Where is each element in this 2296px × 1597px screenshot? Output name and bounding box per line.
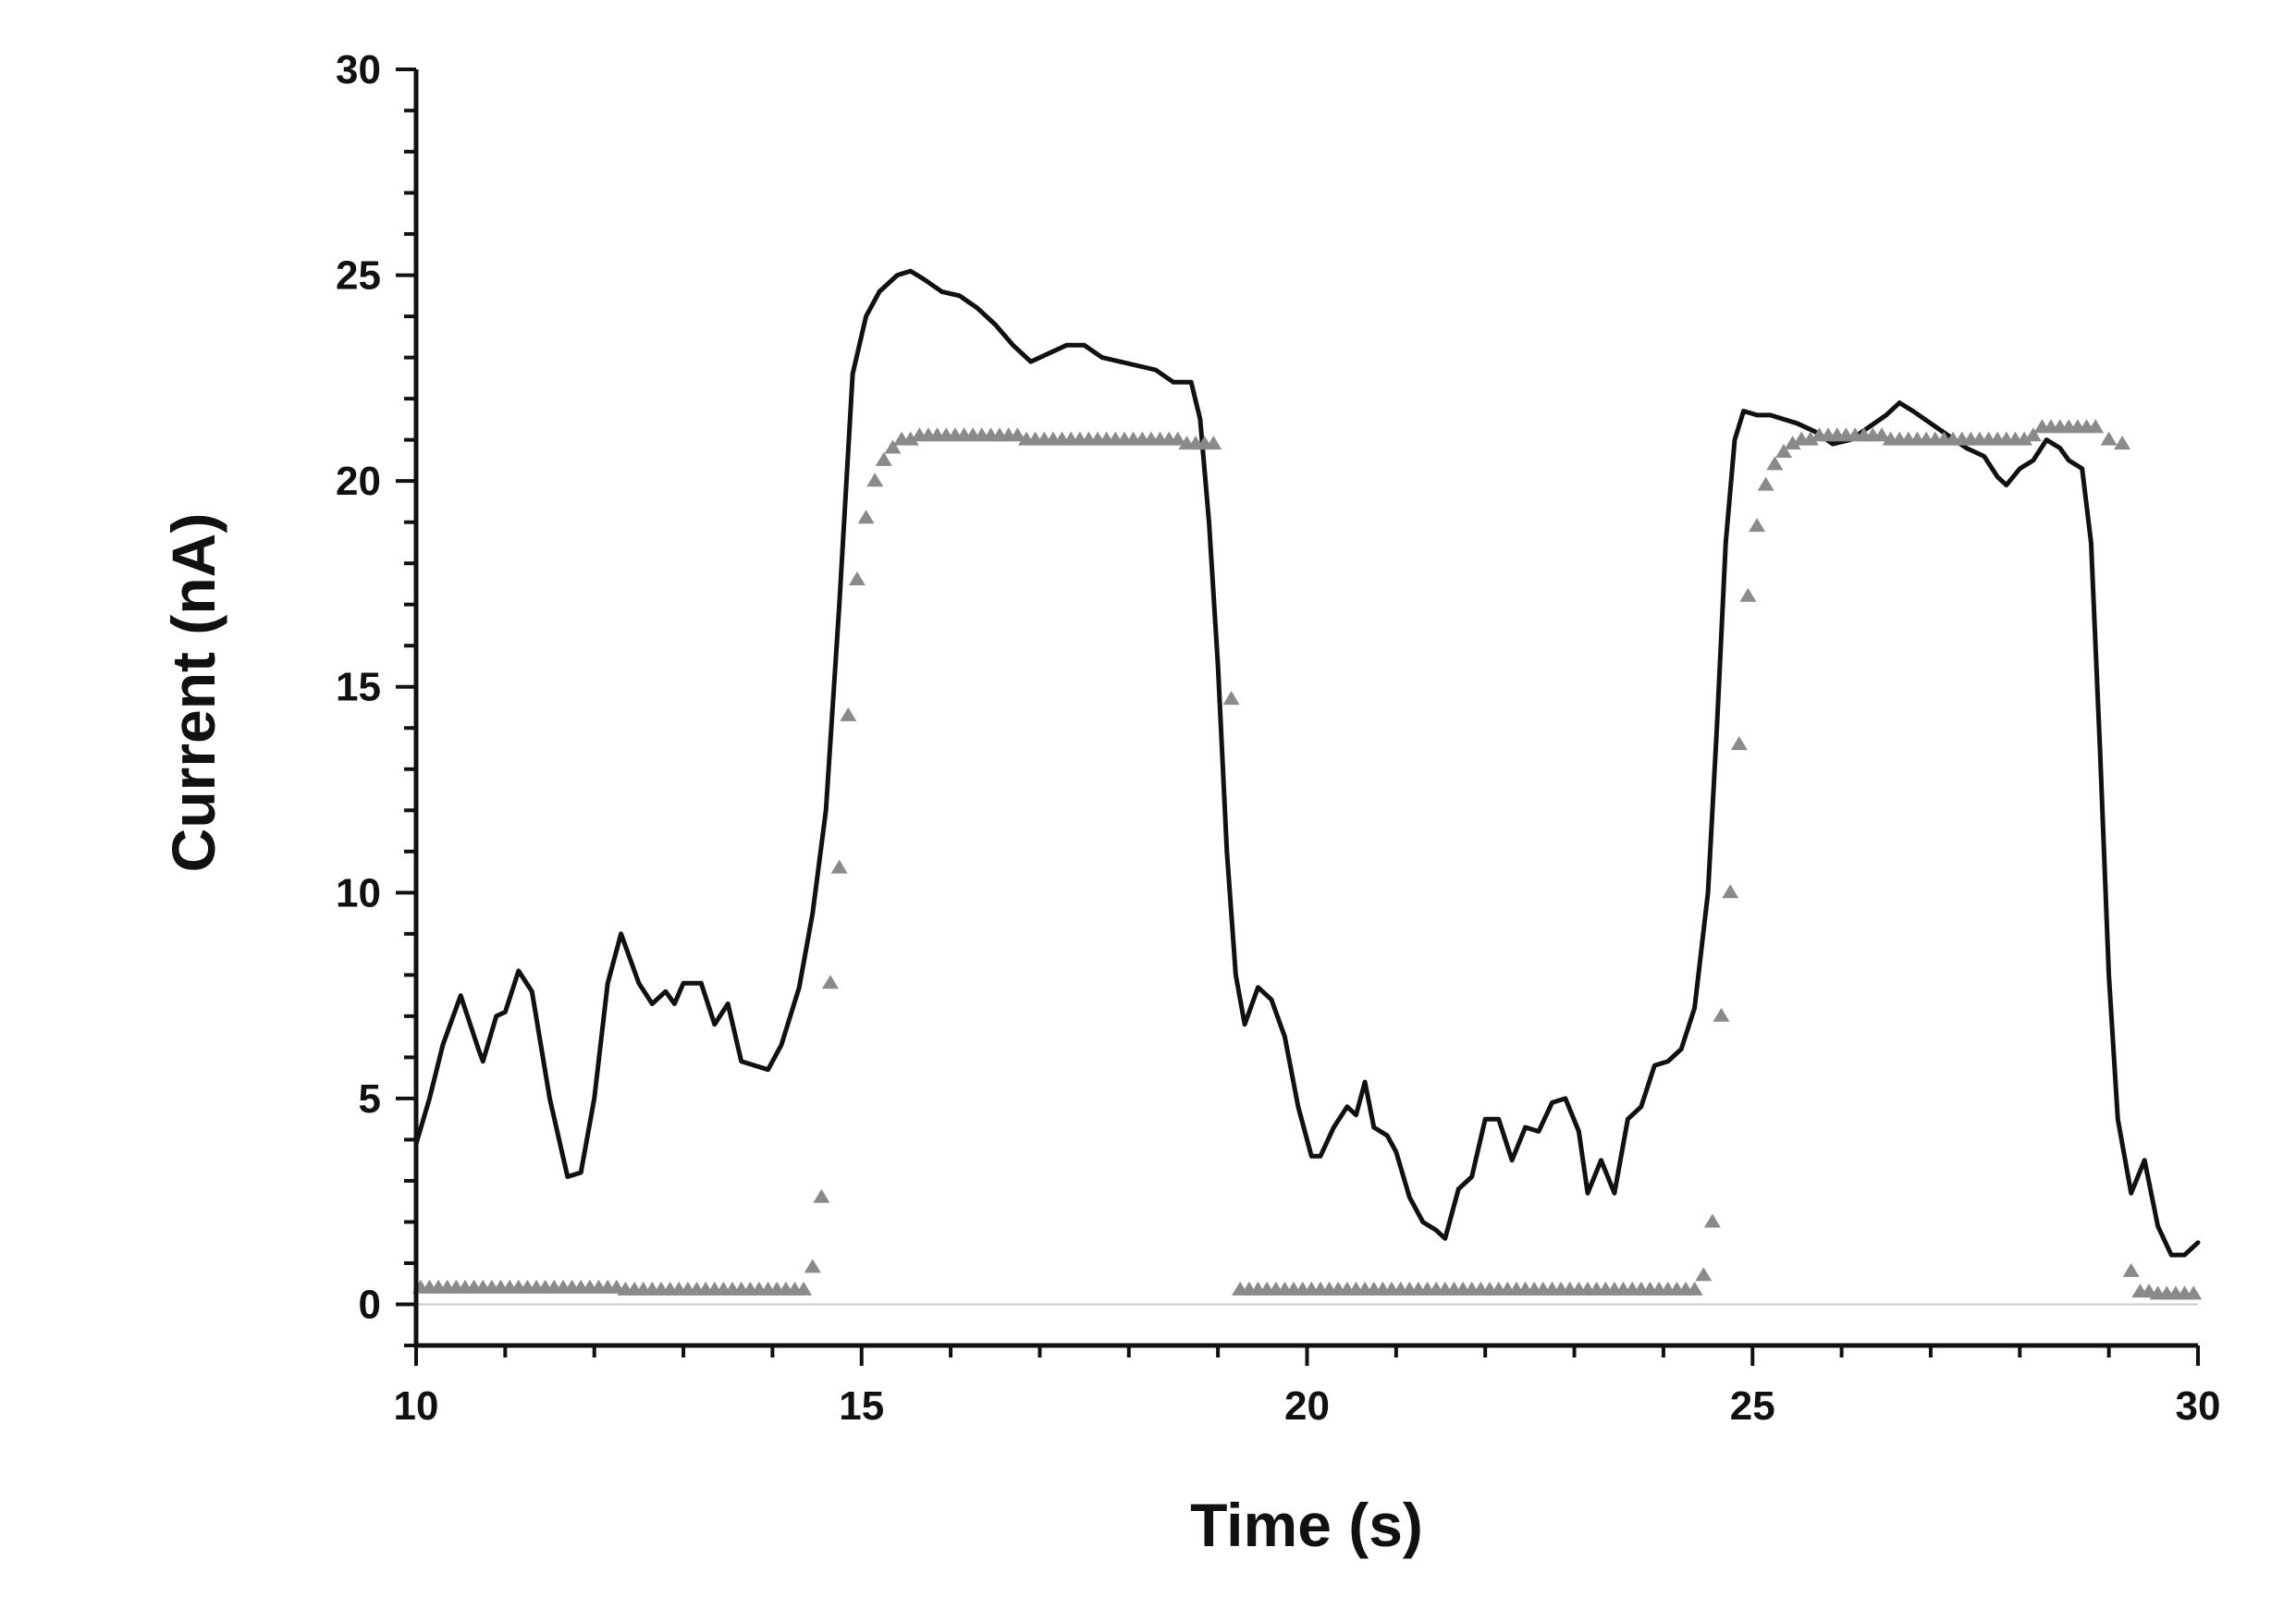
- triangle-point: [866, 473, 884, 487]
- triangle-point: [1222, 691, 1240, 706]
- triangle-point: [1730, 736, 1748, 751]
- x-tick-label: 10: [394, 1383, 439, 1429]
- triangle-point: [1169, 431, 1186, 446]
- y-axis-title: Current (nA): [159, 513, 227, 873]
- triangle-point: [2114, 436, 2131, 450]
- x-tick-label: 25: [1730, 1383, 1775, 1429]
- triangle-point: [2087, 419, 2105, 434]
- triangle-point: [1766, 456, 1784, 471]
- triangle-point: [848, 571, 866, 585]
- triangle-point: [822, 975, 839, 989]
- triangle-point: [2024, 427, 2042, 442]
- triangle-point: [1009, 427, 1026, 442]
- triangle-point: [1784, 436, 1801, 450]
- y-tick-label: 20: [336, 459, 381, 504]
- triangle-point: [875, 451, 892, 466]
- triangle-point: [1713, 1007, 1730, 1022]
- x-tick-label: 20: [1284, 1383, 1330, 1429]
- triangle-point: [2122, 1262, 2140, 1277]
- triangle-point: [884, 439, 902, 454]
- series-line: [413, 268, 2201, 1258]
- triangle-point: [795, 1281, 813, 1296]
- triangle-point: [840, 706, 857, 721]
- series-layer: [411, 268, 2203, 1300]
- triangle-point: [857, 510, 875, 524]
- triangle-point: [1873, 427, 1890, 442]
- triangle-point: [1686, 1281, 1703, 1296]
- triangle-point: [1749, 518, 1766, 533]
- triangle-point: [804, 1259, 821, 1273]
- y-tick-label: 5: [359, 1076, 381, 1122]
- triangle-point: [1739, 587, 1757, 602]
- triangle-point: [1801, 431, 1819, 446]
- tick-labels: 0 5 10 15 20 25 30 10 15 20 25 30: [336, 47, 2220, 1429]
- triangle-point: [2100, 431, 2118, 446]
- y-tick-label: 25: [336, 253, 381, 299]
- tick-marks: [396, 68, 2200, 1366]
- triangle-point: [1757, 476, 1774, 491]
- triangle-point: [1703, 1213, 1721, 1228]
- triangle-point: [2016, 431, 2033, 446]
- series-markers: [411, 419, 2203, 1300]
- triangle-point: [1205, 436, 1222, 450]
- y-tick-label: 30: [336, 47, 381, 92]
- triangle-point: [1695, 1267, 1713, 1282]
- triangle-point: [1722, 884, 1739, 899]
- triangle-point: [902, 431, 919, 446]
- y-tick-label: 0: [359, 1282, 381, 1327]
- triangle-point: [2185, 1285, 2203, 1300]
- x-tick-label: 15: [839, 1383, 884, 1429]
- triangle-point: [830, 859, 848, 874]
- triangle-point: [813, 1188, 830, 1203]
- y-tick-label: 10: [336, 870, 381, 915]
- x-axis-title: Time (s): [1190, 1491, 1423, 1559]
- x-tick-label: 30: [2176, 1383, 2221, 1429]
- triangle-point: [1775, 444, 1792, 458]
- y-tick-label: 15: [336, 665, 381, 710]
- axes: [413, 69, 2198, 1348]
